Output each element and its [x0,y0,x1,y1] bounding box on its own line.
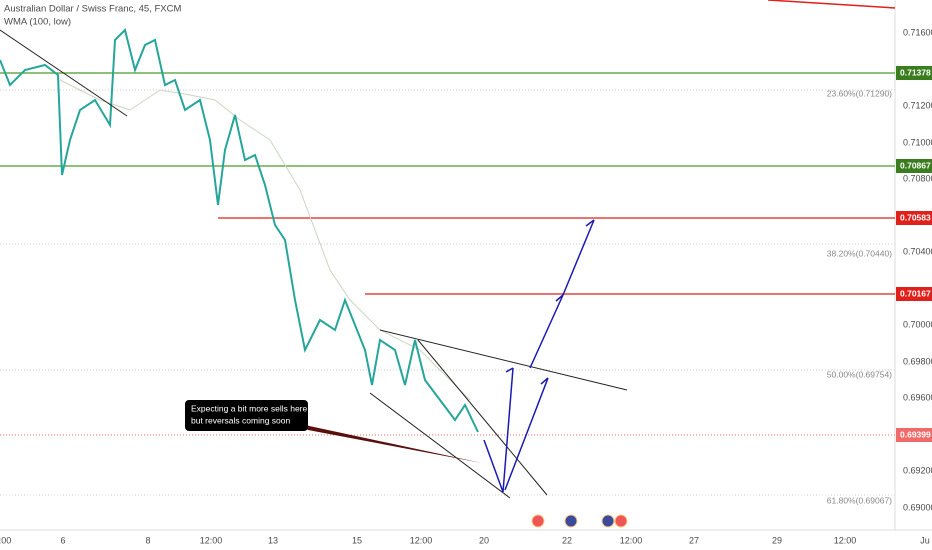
annotation-line: Expecting a bit more sells here [191,403,307,413]
annotation-box [185,400,308,431]
time-tick-label: 12:00 [620,535,643,545]
levels-lines [0,0,896,496]
annotation-pointer [300,424,482,463]
time-tick-label: Ju [920,535,930,545]
time-tick-label: 12:00 [834,535,857,545]
projection-arrows [483,219,595,493]
annotation-line: but reversals coming soon [191,415,290,425]
wma-line [59,79,471,401]
price-badge [896,159,932,173]
price-path [0,28,479,433]
chart-title: Australian Dollar / Swiss Franc, 45, FXC… [4,4,181,15]
time-tick-label: 29 [772,535,782,545]
time-tick-label: 8 [145,535,150,545]
time-tick-label: 12:00 [410,535,433,545]
time-tick-label: 27 [689,535,699,545]
indicator-label: WMA (100, low) [4,17,71,28]
time-tick-label: :00 [0,535,11,545]
time-tick-label: 15 [352,535,362,545]
price-badge-label: 0.70583 [900,212,931,222]
fib-label: 23.60%(0.71290) [827,88,892,98]
trendlines [0,29,628,499]
event-icons [531,514,628,528]
time-tick-label: 20 [479,535,489,545]
price-badge-label: 0.71378 [900,67,931,77]
price-badge [896,287,932,301]
price-badge-label: 0.70167 [900,288,931,298]
time-tick-label: 22 [562,535,572,545]
fib-label: 50.00%(0.69754) [827,369,892,379]
price-badge [896,66,932,80]
fib-label: 38.20%(0.70440) [827,248,892,258]
fib-label: 61.80%(0.69067) [827,495,892,505]
price-badge [896,211,932,225]
time-tick-label: 12:00 [200,535,223,545]
price-badge-label: 0.70867 [900,160,931,170]
price-badge-label: 0.69399 [900,429,931,439]
time-tick-label: 6 [60,535,65,545]
time-tick-label: 13 [268,535,278,545]
price-badge [896,428,932,442]
